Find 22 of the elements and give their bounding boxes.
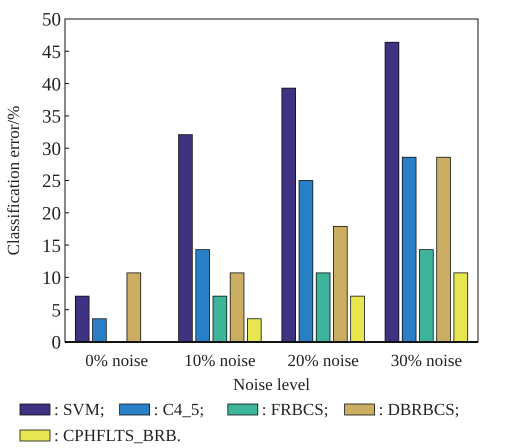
y-axis-title: Classification error/%: [4, 106, 23, 256]
x-tick-label: 20% noise: [287, 351, 359, 370]
y-tick-label: 45: [42, 42, 61, 63]
y-tick-label: 15: [42, 236, 61, 257]
y-tick-label: 30: [42, 138, 61, 160]
y-tick-label: 40: [42, 74, 61, 96]
x-axis-title: Noise level: [233, 375, 310, 394]
y-tick-label: 50: [42, 10, 61, 31]
legend-label: : FRBCS;: [262, 400, 328, 419]
legend-label: : DBRBCS;: [378, 400, 460, 419]
y-tick-label: 10: [42, 268, 61, 290]
y-tick-label: 25: [42, 171, 61, 192]
legend-label: : SVM;: [54, 400, 105, 419]
y-tick-label: 5: [52, 300, 61, 322]
x-tick-label: 10% noise: [184, 351, 256, 370]
y-tick-label: 35: [42, 106, 61, 128]
legend-label: : C4_5;: [154, 400, 204, 419]
legend-label: : CPHFLTS_BRB.: [54, 426, 181, 445]
y-tick-label: 0: [52, 332, 61, 354]
x-tick-label: 0% noise: [85, 351, 148, 370]
y-tick-label: 20: [42, 203, 61, 224]
x-tick-label: 30% noise: [390, 351, 462, 370]
